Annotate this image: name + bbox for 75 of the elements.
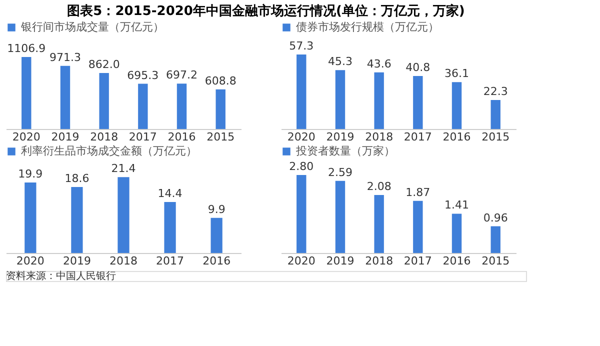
data-label: 14.4 — [158, 186, 182, 200]
x-tick-label: 2015 — [482, 254, 510, 268]
x-tick-label: 2020 — [16, 254, 44, 268]
legend-label: 银行间市场成交量（万亿元） — [20, 20, 164, 34]
x-tick-label: 2020 — [287, 130, 316, 144]
bar — [118, 177, 130, 253]
bar — [296, 54, 306, 129]
x-tick-label: 2016 — [442, 130, 471, 144]
x-tick-label: 2017 — [404, 130, 432, 144]
x-tick-label: 2017 — [128, 130, 157, 144]
x-tick-label: 2020 — [12, 130, 40, 144]
bar — [374, 72, 384, 129]
data-label: 971.3 — [49, 50, 81, 64]
data-label: 2.80 — [289, 160, 314, 173]
data-label: 40.8 — [406, 60, 430, 74]
bar — [490, 226, 500, 253]
data-label: 45.3 — [328, 55, 352, 68]
x-tick-label: 2019 — [326, 130, 354, 144]
bar — [22, 57, 32, 129]
data-label: 21.4 — [111, 162, 136, 176]
bar — [210, 218, 222, 253]
bar — [71, 187, 83, 253]
bar — [335, 70, 346, 129]
data-label: 608.8 — [204, 74, 236, 88]
bar — [176, 84, 187, 129]
data-label: 18.6 — [64, 172, 90, 186]
data-label: 43.6 — [366, 57, 392, 70]
legend-label: 债券市场发行规模（万亿元） — [296, 20, 439, 34]
data-label: 57.3 — [289, 40, 314, 53]
data-label: 1106.9 — [7, 42, 46, 56]
bar — [374, 195, 384, 253]
bar — [296, 175, 306, 253]
x-tick-label: 2016 — [202, 254, 231, 268]
legend-label: 投资者数量（万家） — [295, 144, 395, 158]
data-label: 1.87 — [406, 186, 430, 199]
data-label: 695.3 — [127, 68, 159, 82]
bar — [413, 76, 423, 129]
x-tick-label: 2016 — [442, 254, 471, 268]
legend-label: 利率衍生品市场成交金额（万亿元） — [21, 144, 197, 158]
x-tick-label: 2019 — [51, 130, 80, 144]
data-label: 36.1 — [444, 67, 470, 80]
data-label: 0.96 — [483, 211, 508, 224]
bar — [60, 66, 70, 129]
x-tick-label: 2015 — [482, 130, 510, 144]
x-tick-label: 2015 — [206, 130, 235, 144]
data-label: 2.59 — [328, 166, 352, 179]
bar — [452, 82, 462, 129]
chart-title: 图表5：2015-2020年中国金融市场运行情况(单位：万亿元，万家) — [67, 3, 465, 19]
x-tick-label: 2020 — [287, 254, 316, 268]
data-label: 862.0 — [88, 58, 120, 71]
x-tick-label: 2019 — [62, 254, 91, 268]
x-tick-label: 2018 — [90, 130, 118, 144]
data-label: 2.08 — [366, 180, 392, 194]
bar — [138, 84, 148, 129]
data-label: 1.41 — [444, 198, 470, 212]
bar — [490, 100, 500, 129]
x-tick-label: 2017 — [404, 254, 432, 268]
x-tick-label: 2018 — [365, 130, 394, 144]
bar — [216, 89, 226, 129]
bar — [335, 180, 346, 253]
bar — [24, 182, 36, 253]
x-tick-label: 2018 — [365, 254, 394, 268]
x-tick-label: 2018 — [110, 254, 138, 268]
bar — [413, 200, 423, 253]
x-tick-label: 2016 — [168, 130, 196, 144]
x-tick-label: 2017 — [156, 254, 184, 268]
bar — [99, 72, 109, 129]
bar — [164, 202, 176, 253]
data-label: 22.3 — [483, 85, 508, 98]
data-label: 697.2 — [166, 68, 198, 82]
bar — [452, 214, 462, 253]
text: 资料来源：中国人民银行 — [6, 270, 116, 282]
x-tick-label: 2019 — [326, 254, 354, 268]
data-label: 19.9 — [18, 167, 43, 180]
data-label: 9.9 — [208, 202, 226, 216]
